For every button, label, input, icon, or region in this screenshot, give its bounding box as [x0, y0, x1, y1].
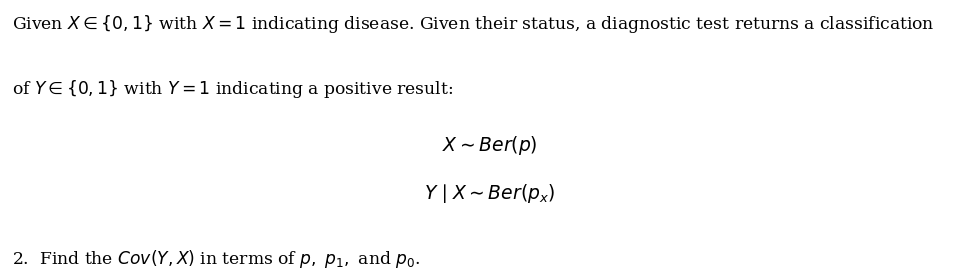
Text: 2.  Find the $\mathit{Cov}(Y, X)$ in terms of $p,$ $p_1,$ and $p_0$.: 2. Find the $\mathit{Cov}(Y, X)$ in term…: [12, 248, 420, 270]
Text: $X \sim \mathit{Ber}(p)$: $X \sim \mathit{Ber}(p)$: [442, 134, 538, 157]
Text: $Y \mid X \sim \mathit{Ber}(p_x)$: $Y \mid X \sim \mathit{Ber}(p_x)$: [424, 182, 556, 205]
Text: Given $X \in \{0, 1\}$ with $X = 1$ indicating disease. Given their status, a di: Given $X \in \{0, 1\}$ with $X = 1$ indi…: [12, 13, 934, 35]
Text: of $Y \in \{0, 1\}$ with $Y = 1$ indicating a positive result:: of $Y \in \{0, 1\}$ with $Y = 1$ indicat…: [12, 78, 453, 101]
